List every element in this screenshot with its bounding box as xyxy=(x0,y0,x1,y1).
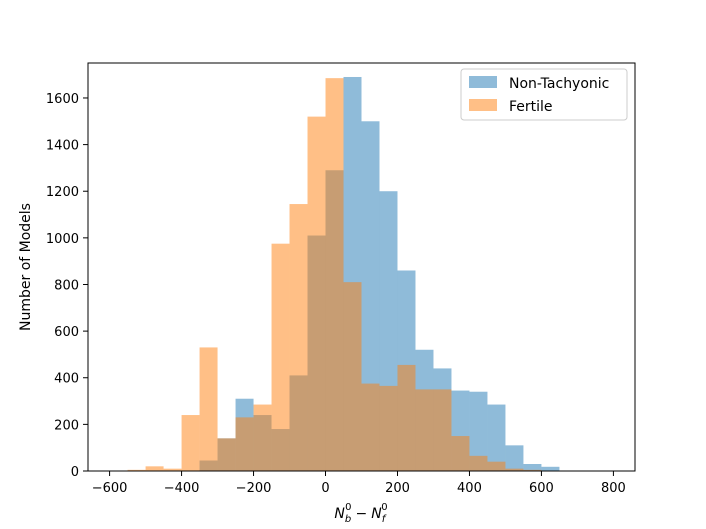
x-tick-label: 600 xyxy=(529,481,554,496)
y-axis-label: Number of Models xyxy=(18,203,34,331)
bar-fertile-20 xyxy=(487,461,506,471)
bar-fertile-21 xyxy=(505,468,524,471)
legend-swatch-fertile xyxy=(469,99,497,111)
bar-fertile-4 xyxy=(199,347,218,471)
y-tick-label: 1200 xyxy=(46,185,79,200)
bar-non-tachyonic-17 xyxy=(505,445,524,471)
legend-swatch-non-tachyonic xyxy=(469,76,497,88)
bar-non-tachyonic-18 xyxy=(523,464,542,471)
bar-fertile-16 xyxy=(415,389,434,471)
bar-fertile-11 xyxy=(325,78,344,471)
bar-fertile-1 xyxy=(145,466,164,471)
bar-fertile-13 xyxy=(361,383,380,471)
bar-fertile-7 xyxy=(253,404,272,471)
y-tick-label: 800 xyxy=(54,278,79,293)
bar-non-tachyonic-16 xyxy=(487,404,506,471)
bar-fertile-15 xyxy=(397,364,416,471)
bar-fertile-10 xyxy=(307,116,326,471)
x-axis-label: Nb0− Nf0 xyxy=(334,502,387,525)
x-tick-label: 800 xyxy=(601,481,626,496)
bar-non-tachyonic-15 xyxy=(469,391,488,471)
legend: Non-Tachyonic Fertile xyxy=(460,68,628,121)
x-tick-label: 200 xyxy=(385,481,410,496)
y-axis-ticks: 0 200 400 600 800 1000 1200 1400 1600 xyxy=(46,92,88,480)
bar-fertile-9 xyxy=(289,204,308,471)
bars-layer xyxy=(127,76,560,472)
y-tick-label: 200 xyxy=(54,418,79,433)
legend-label-non-tachyonic: Non-Tachyonic xyxy=(509,76,609,92)
y-tick-label: 400 xyxy=(54,372,79,387)
x-tick-label: 0 xyxy=(321,481,329,496)
bar-fertile-22 xyxy=(523,469,542,471)
x-tick-label: −600 xyxy=(92,481,128,496)
bar-fertile-2 xyxy=(163,468,182,471)
legend-box xyxy=(460,68,628,121)
bar-non-tachyonic-19 xyxy=(541,466,560,471)
bar-fertile-6 xyxy=(235,417,254,471)
bar-fertile-8 xyxy=(271,243,290,471)
y-tick-label: 1400 xyxy=(46,139,79,154)
bar-fertile-5 xyxy=(217,438,236,471)
bar-fertile-3 xyxy=(181,415,200,471)
plot-area-frame xyxy=(87,62,636,472)
y-tick-label: 1600 xyxy=(46,92,79,107)
bar-fertile-17 xyxy=(433,389,452,471)
x-tick-label: 400 xyxy=(457,481,482,496)
bar-fertile-18 xyxy=(451,436,470,471)
bar-fertile-19 xyxy=(469,455,488,471)
x-tick-label: −200 xyxy=(236,481,272,496)
x-tick-label: −400 xyxy=(164,481,200,496)
legend-label-fertile: Fertile xyxy=(509,99,553,115)
x-axis-ticks: −600 −400 −200 0 200 400 600 800 xyxy=(92,471,626,496)
y-tick-label: 0 xyxy=(71,465,79,480)
y-tick-label: 600 xyxy=(54,325,79,340)
y-tick-label: 1000 xyxy=(46,232,79,247)
bar-fertile-0 xyxy=(127,469,146,471)
bar-fertile-12 xyxy=(343,282,362,471)
bar-fertile-14 xyxy=(379,385,398,471)
